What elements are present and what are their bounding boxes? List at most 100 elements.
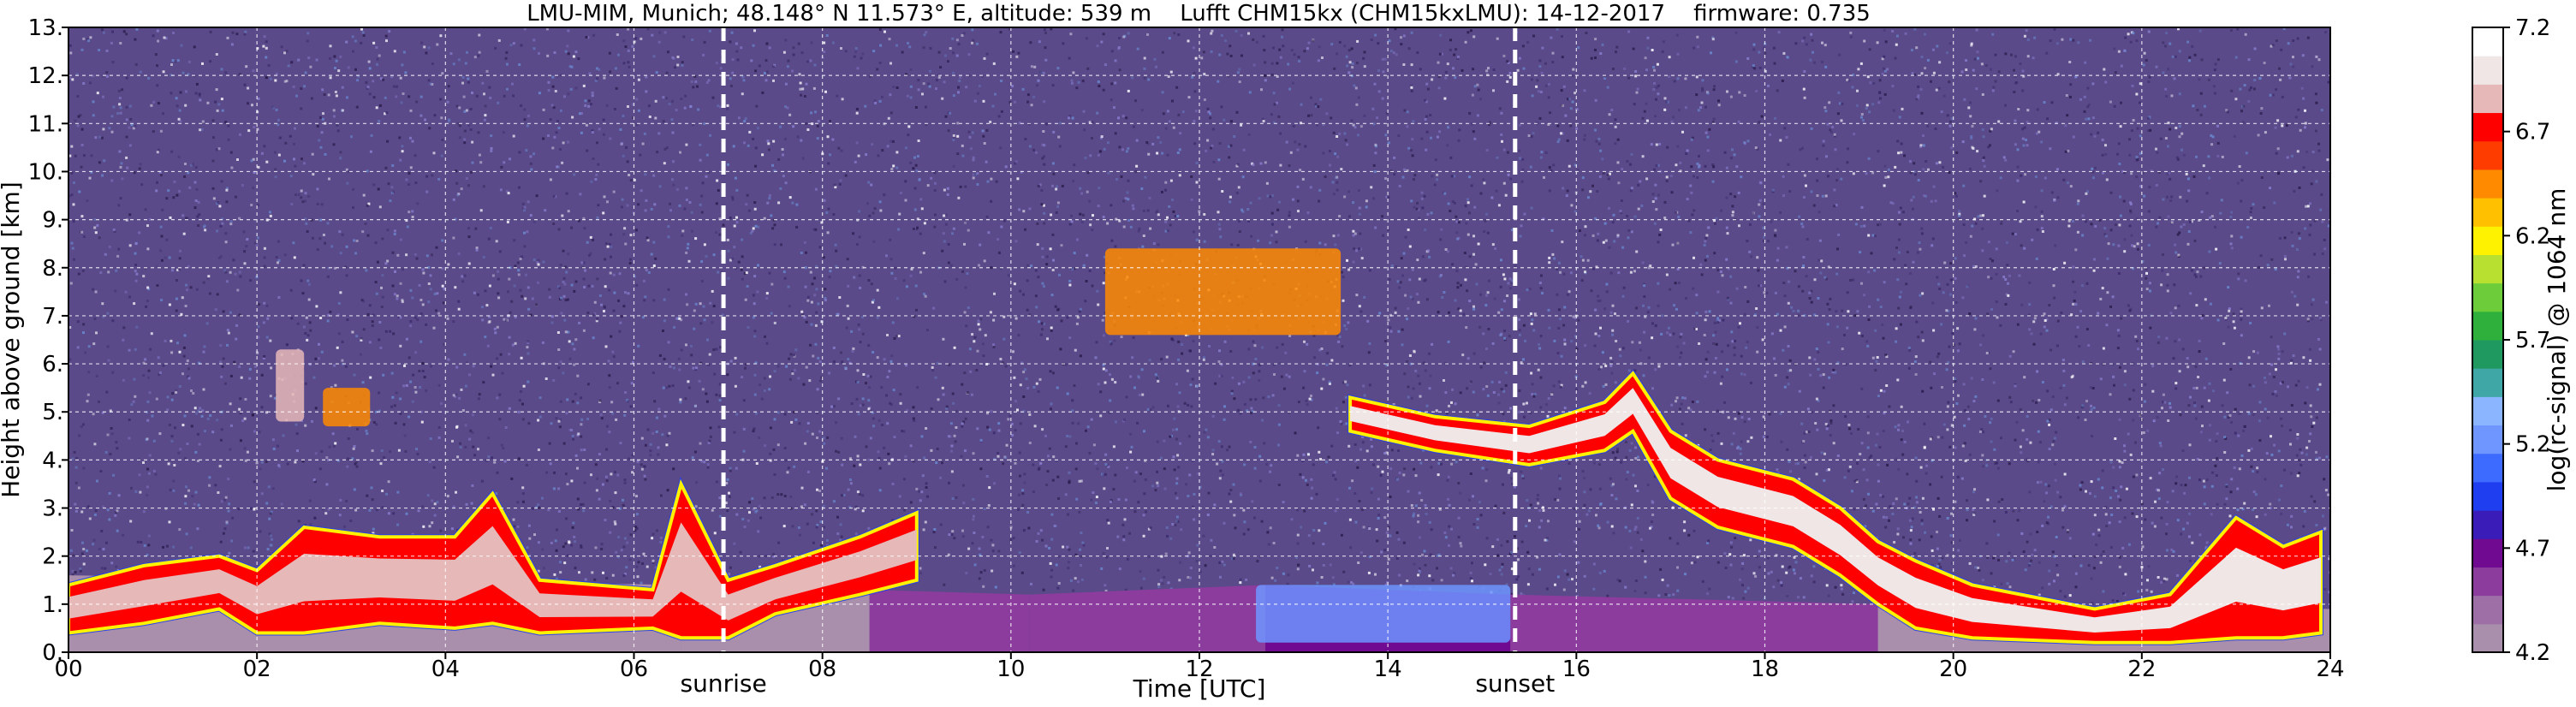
noise-speck bbox=[1871, 103, 1875, 106]
noise-speck bbox=[2184, 484, 2187, 487]
noise-speck bbox=[2067, 224, 2071, 228]
noise-speck bbox=[2256, 470, 2259, 473]
noise-speck bbox=[1531, 393, 1534, 396]
noise-speck bbox=[580, 261, 584, 264]
noise-speck bbox=[587, 284, 591, 288]
noise-speck bbox=[238, 73, 241, 76]
noise-speck bbox=[560, 296, 562, 300]
noise-speck bbox=[643, 465, 646, 468]
noise-speck bbox=[646, 27, 650, 31]
noise-speck bbox=[1110, 50, 1114, 53]
noise-speck bbox=[2232, 312, 2235, 316]
noise-speck bbox=[431, 83, 434, 86]
noise-speck bbox=[785, 365, 788, 368]
noise-speck bbox=[558, 425, 562, 429]
noise-speck bbox=[947, 243, 950, 246]
noise-speck bbox=[1472, 253, 1475, 256]
noise-speck bbox=[1934, 199, 1937, 203]
noise-speck bbox=[1429, 374, 1432, 377]
noise-speck bbox=[2102, 171, 2104, 175]
noise-speck bbox=[640, 37, 643, 40]
noise-speck bbox=[2186, 365, 2190, 369]
noise-speck bbox=[825, 211, 829, 214]
noise-speck bbox=[115, 269, 118, 272]
noise-speck bbox=[816, 388, 819, 391]
noise-speck bbox=[747, 326, 750, 329]
noise-speck bbox=[1603, 74, 1607, 78]
noise-speck bbox=[1209, 116, 1212, 120]
noise-speck bbox=[1336, 234, 1340, 237]
noise-speck bbox=[193, 407, 197, 410]
noise-speck bbox=[1531, 94, 1534, 98]
noise-speck bbox=[300, 419, 304, 422]
noise-speck bbox=[2049, 348, 2052, 352]
noise-speck bbox=[1497, 393, 1500, 396]
noise-speck bbox=[2091, 167, 2094, 170]
noise-speck bbox=[2129, 203, 2133, 205]
noise-speck bbox=[627, 292, 630, 295]
noise-speck bbox=[1482, 178, 1485, 181]
noise-speck bbox=[2074, 572, 2078, 575]
noise-speck bbox=[162, 112, 165, 116]
noise-speck bbox=[1310, 395, 1312, 397]
noise-speck bbox=[1363, 50, 1366, 54]
noise-speck bbox=[1735, 287, 1739, 290]
noise-speck bbox=[176, 193, 179, 197]
noise-speck bbox=[139, 163, 142, 166]
noise-speck bbox=[788, 196, 792, 199]
noise-speck bbox=[1548, 256, 1551, 259]
noise-speck bbox=[2162, 393, 2165, 396]
noise-speck bbox=[2198, 78, 2201, 81]
noise-speck bbox=[1630, 152, 1633, 156]
noise-speck bbox=[90, 154, 93, 157]
noise-speck bbox=[199, 407, 202, 410]
noise-speck bbox=[1937, 352, 1941, 355]
noise-speck bbox=[1878, 97, 1882, 100]
noise-speck bbox=[1594, 48, 1597, 51]
noise-speck bbox=[1238, 80, 1241, 84]
noise-speck bbox=[758, 436, 761, 439]
noise-speck bbox=[719, 67, 723, 70]
noise-speck bbox=[193, 181, 197, 184]
noise-speck bbox=[1614, 312, 1616, 316]
noise-speck bbox=[1406, 579, 1409, 583]
noise-speck bbox=[1984, 64, 1988, 67]
noise-speck bbox=[1166, 153, 1169, 157]
noise-speck bbox=[81, 423, 85, 426]
noise-speck bbox=[2149, 128, 2152, 132]
noise-speck bbox=[1790, 306, 1794, 309]
noise-speck bbox=[1468, 175, 1472, 179]
noise-speck bbox=[166, 395, 170, 399]
noise-speck bbox=[2317, 149, 2321, 152]
noise-speck bbox=[2223, 436, 2227, 439]
noise-speck bbox=[399, 344, 402, 348]
noise-speck bbox=[1749, 538, 1752, 542]
noise-speck bbox=[708, 439, 711, 443]
noise-speck bbox=[2236, 508, 2240, 512]
noise-speck bbox=[2306, 319, 2310, 323]
noise-speck bbox=[1224, 39, 1227, 43]
noise-speck bbox=[1756, 147, 1759, 151]
noise-speck bbox=[1127, 32, 1130, 35]
noise-speck bbox=[2055, 344, 2059, 348]
noise-speck bbox=[1758, 203, 1761, 206]
noise-speck bbox=[419, 312, 423, 316]
noise-speck bbox=[1232, 483, 1235, 486]
noise-speck bbox=[1797, 596, 1800, 599]
noise-speck bbox=[372, 96, 376, 99]
noise-speck bbox=[735, 513, 739, 516]
noise-speck bbox=[1456, 282, 1460, 285]
noise-speck bbox=[2210, 484, 2214, 488]
noise-speck bbox=[1060, 244, 1063, 247]
noise-speck bbox=[2204, 545, 2208, 549]
noise-speck bbox=[773, 223, 776, 227]
noise-speck bbox=[1794, 42, 1798, 45]
noise-speck bbox=[782, 270, 786, 274]
noise-speck bbox=[557, 348, 561, 351]
noise-speck bbox=[427, 266, 431, 269]
noise-speck bbox=[1868, 305, 1871, 308]
noise-speck bbox=[787, 466, 790, 470]
noise-speck bbox=[2083, 95, 2086, 98]
noise-speck bbox=[1819, 271, 1823, 275]
noise-speck bbox=[848, 457, 852, 460]
